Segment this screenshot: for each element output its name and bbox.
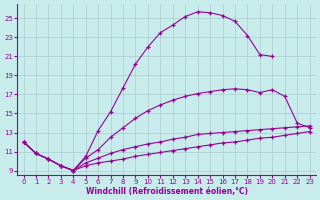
X-axis label: Windchill (Refroidissement éolien,°C): Windchill (Refroidissement éolien,°C) <box>85 187 248 196</box>
